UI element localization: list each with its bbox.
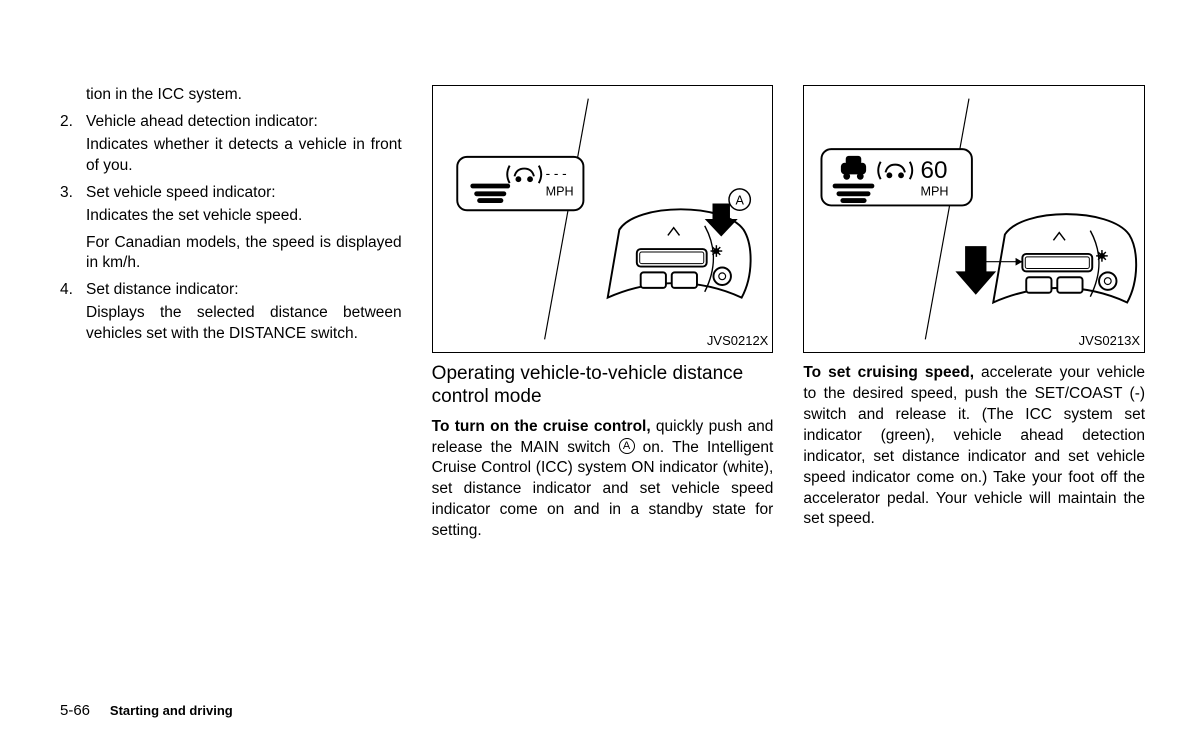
bold-lead: To turn on the cruise control, bbox=[432, 418, 651, 435]
column-1: tion in the ICC system. 2. Vehicle ahead… bbox=[60, 85, 402, 542]
figure-code: JVS0213X bbox=[1079, 332, 1140, 350]
list-body: Indicates the set vehicle speed. bbox=[86, 206, 402, 227]
continuation-fragment: tion in the ICC system. bbox=[86, 85, 402, 106]
svg-text:- - -: - - - bbox=[545, 166, 566, 181]
column-3: 60 MPH bbox=[803, 85, 1145, 542]
page-number: 5-66 bbox=[60, 702, 90, 719]
page-footer: 5-66 Starting and driving bbox=[60, 702, 233, 719]
unit-label: MPH bbox=[545, 185, 573, 199]
figure-svg: 60 MPH bbox=[804, 86, 1144, 352]
paragraph: To turn on the cruise control, quickly p… bbox=[432, 417, 774, 543]
list-number: 2. bbox=[60, 112, 86, 133]
svg-text:60: 60 bbox=[921, 157, 948, 184]
list-title: Vehicle ahead detection indicator: bbox=[86, 112, 402, 133]
list-title: Set distance indicator: bbox=[86, 280, 402, 301]
list-item-4: 4. Set distance indicator: bbox=[60, 280, 402, 301]
list-item-2: 2. Vehicle ahead detection indicator: bbox=[60, 112, 402, 133]
list-body: Indicates whether it detects a vehicle i… bbox=[86, 135, 402, 177]
figure-svg: - - - MPH bbox=[433, 86, 773, 352]
svg-text:A: A bbox=[735, 193, 744, 207]
figure-jvs0213x: 60 MPH bbox=[803, 85, 1145, 353]
list-title: Set vehicle speed indicator: bbox=[86, 183, 402, 204]
section-heading: Operating vehicle-to-vehicle distance co… bbox=[432, 363, 774, 409]
list-item-3: 3. Set vehicle speed indicator: bbox=[60, 183, 402, 204]
text-run: accelerate your vehicle to the desired s… bbox=[803, 364, 1145, 527]
column-2: - - - MPH bbox=[432, 85, 774, 542]
list-number: 3. bbox=[60, 183, 86, 204]
figure-code: JVS0212X bbox=[707, 332, 768, 350]
figure-jvs0212x: - - - MPH bbox=[432, 85, 774, 353]
section-name: Starting and driving bbox=[110, 703, 233, 718]
list-body: Displays the selected distance between v… bbox=[86, 303, 402, 345]
svg-text:MPH: MPH bbox=[921, 185, 949, 199]
paragraph: To set cruising speed, accelerate your v… bbox=[803, 363, 1145, 530]
circle-a-icon: A bbox=[619, 438, 635, 454]
bold-lead: To set cruising speed, bbox=[803, 364, 974, 381]
list-body: For Canadian models, the speed is displa… bbox=[86, 233, 402, 275]
page-columns: tion in the ICC system. 2. Vehicle ahead… bbox=[60, 85, 1145, 542]
list-number: 4. bbox=[60, 280, 86, 301]
